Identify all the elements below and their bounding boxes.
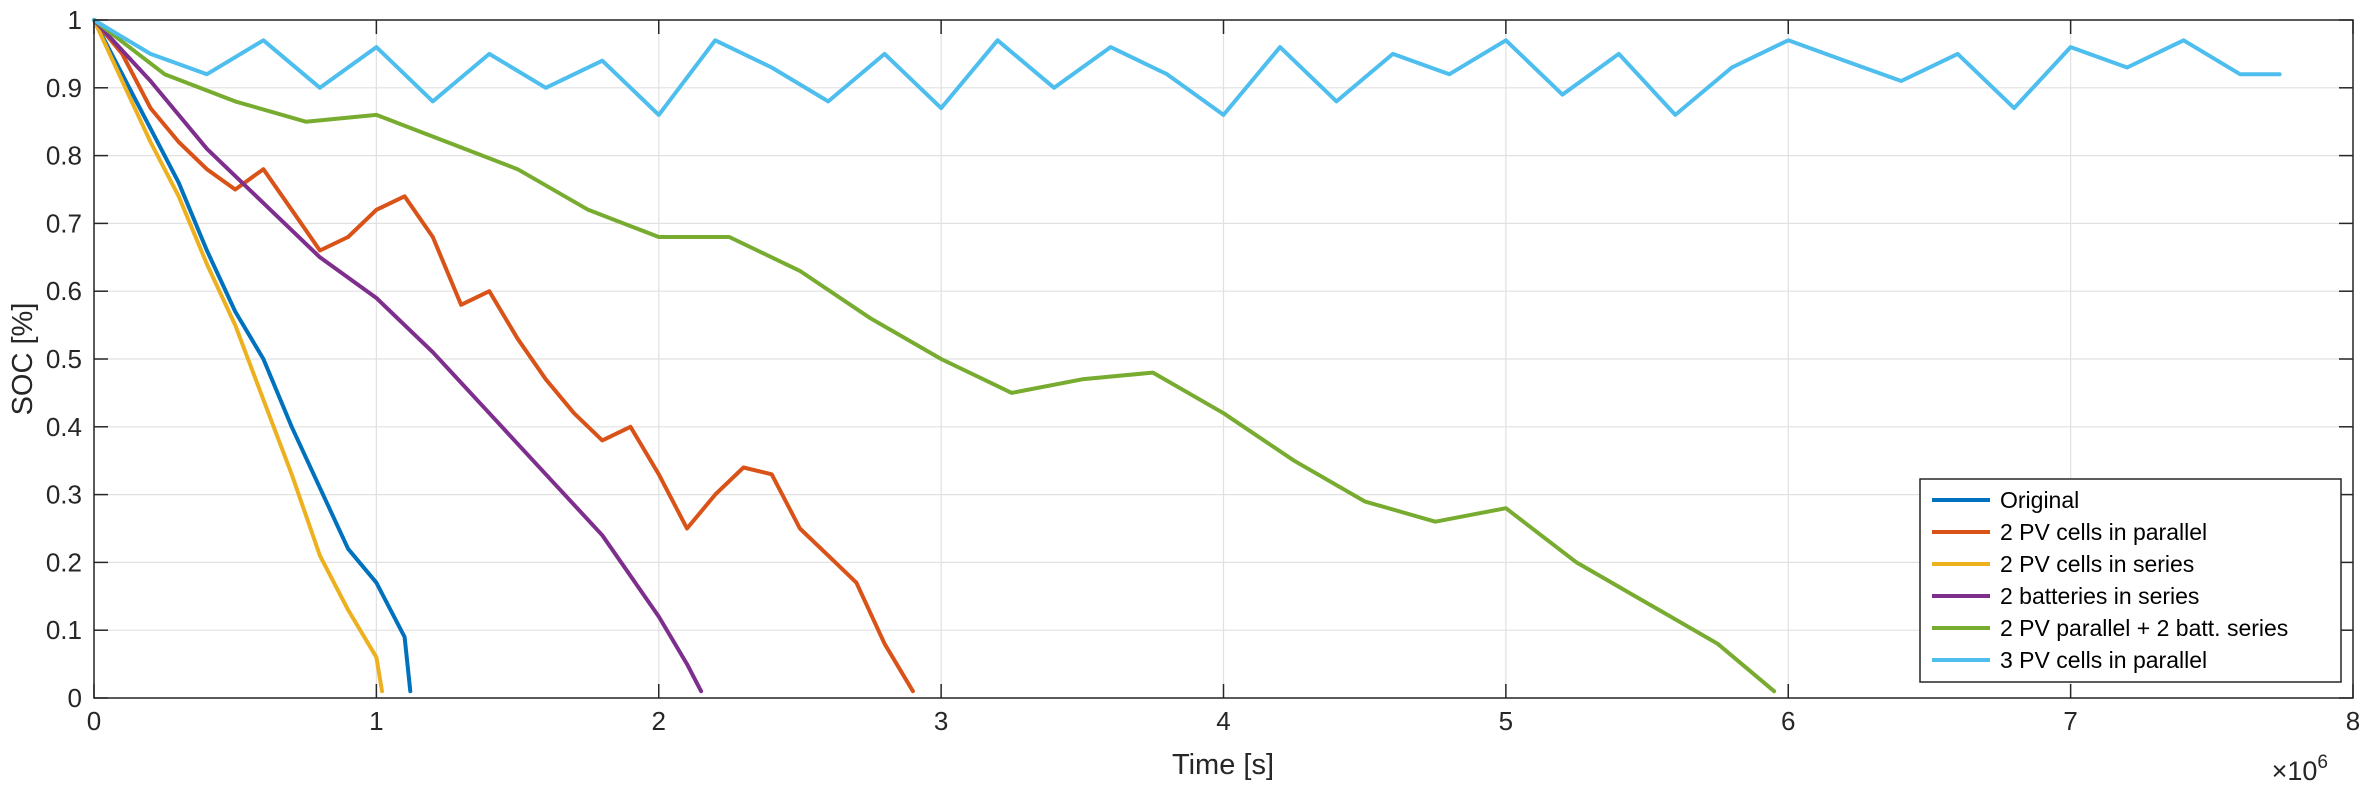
legend-entry: 2 PV cells in series bbox=[2000, 551, 2194, 577]
series-line bbox=[92, 18, 704, 694]
series-line bbox=[92, 18, 384, 694]
x-tick-label: 8 bbox=[2346, 706, 2360, 736]
series-line bbox=[92, 18, 915, 694]
y-tick-label: 0.4 bbox=[46, 412, 82, 442]
y-axis-label: SOC [%] bbox=[7, 303, 39, 416]
legend-entry: 2 PV parallel + 2 batt. series bbox=[2000, 615, 2288, 641]
x-tick-label: 2 bbox=[652, 706, 666, 736]
series-lines bbox=[92, 18, 2282, 694]
y-tick-label: 0.6 bbox=[46, 276, 82, 306]
x-tick-label: 6 bbox=[1781, 706, 1795, 736]
y-tick-label: 0.7 bbox=[46, 208, 82, 238]
y-tick-label: 1 bbox=[68, 5, 82, 35]
legend-entry: Original bbox=[2000, 487, 2079, 513]
series-line bbox=[92, 18, 1777, 694]
x-tick-label: 4 bbox=[1216, 706, 1230, 736]
legend: Original 2 PV cells in parallel 2 PV cells… bbox=[1919, 478, 2342, 683]
y-tick-label: 0.2 bbox=[46, 547, 82, 577]
series-line bbox=[92, 18, 2282, 117]
x-tick-label: 1 bbox=[369, 706, 383, 736]
y-tick-label: 0.8 bbox=[46, 141, 82, 171]
x-exponent-label: ×106 bbox=[2272, 752, 2328, 786]
series-line bbox=[92, 18, 413, 694]
x-tick-label: 5 bbox=[1499, 706, 1513, 736]
axis-ticks: 0 1 2 3 4 5 6 7 8 0 0.1 0.2 0.3 0.4 0.5 0.6 0.7 0.8 0.9 1 bbox=[46, 5, 2360, 736]
legend-entry: 2 batteries in series bbox=[2000, 583, 2199, 609]
legend-entry: 2 PV cells in parallel bbox=[2000, 519, 2207, 545]
y-tick-label: 0.5 bbox=[46, 344, 82, 374]
x-tick-label: 7 bbox=[2063, 706, 2077, 736]
x-tick-label: 3 bbox=[934, 706, 948, 736]
legend-items: Original 2 PV cells in parallel 2 PV cells… bbox=[1932, 487, 2288, 673]
legend-box bbox=[1919, 478, 2342, 683]
legend-entry: 3 PV cells in parallel bbox=[2000, 647, 2207, 673]
y-tick-label: 0.9 bbox=[46, 73, 82, 103]
y-tick-label: 0.3 bbox=[46, 480, 82, 510]
y-tick-label: 0.1 bbox=[46, 615, 82, 645]
x-axis-label: Time [s] bbox=[1172, 749, 1274, 781]
x-tick-label: 0 bbox=[87, 706, 101, 736]
y-tick-label: 0 bbox=[68, 683, 82, 713]
